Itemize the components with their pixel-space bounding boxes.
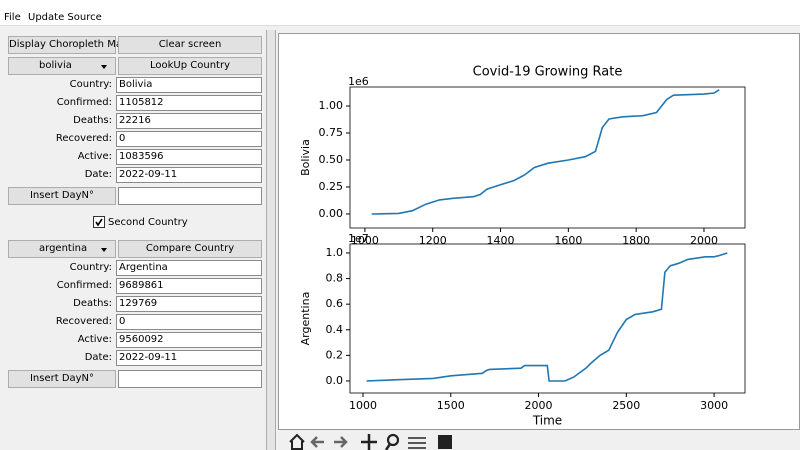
text-entry[interactable]: 2022-09-11 — [116, 350, 262, 366]
text-entry[interactable]: Bolivia — [116, 77, 262, 93]
checkbox-label[interactable]: Second Country — [108, 217, 188, 228]
splitter[interactable] — [266, 30, 276, 450]
field-label: Confirmed: — [56, 97, 112, 108]
field-label: Recovered: — [55, 316, 112, 327]
plot-area — [278, 33, 800, 430]
text-entry[interactable]: 2022-09-11 — [116, 167, 262, 183]
text-entry[interactable]: 1105812 — [116, 95, 262, 111]
text-entry[interactable] — [118, 187, 262, 205]
text-entry[interactable]: 9689861 — [116, 278, 262, 294]
text-entry[interactable]: 22216 — [116, 113, 262, 129]
button[interactable]: Display Choropleth Map — [8, 36, 128, 54]
text-entry[interactable]: Argentina — [116, 260, 262, 276]
check-mark — [95, 218, 103, 227]
dropdown[interactable]: bolivia — [8, 57, 116, 75]
field-label: Date: — [84, 352, 112, 363]
dropdown-arrow — [101, 248, 107, 252]
forward-icon[interactable] — [334, 436, 348, 448]
save-icon[interactable] — [438, 435, 452, 449]
toolbar — [289, 433, 452, 450]
text-entry[interactable]: 0 — [116, 314, 262, 330]
menu-bar — [0, 9, 800, 26]
button[interactable]: Insert DayN° — [8, 370, 116, 388]
button[interactable]: Insert DayN° — [8, 187, 116, 205]
text-entry[interactable]: 129769 — [116, 296, 262, 312]
title-bar — [0, 0, 800, 9]
zoom-icon[interactable] — [384, 433, 400, 450]
text-entry[interactable]: 1083596 — [116, 149, 262, 165]
text-entry[interactable]: 0 — [116, 131, 262, 147]
menu-item[interactable]: File — [4, 12, 21, 23]
field-label: Deaths: — [73, 298, 112, 309]
dropdown-arrow — [101, 65, 107, 69]
field-label: Deaths: — [73, 115, 112, 126]
field-label: Active: — [77, 334, 112, 345]
button[interactable]: LookUp Country — [118, 57, 262, 75]
field-label: Date: — [84, 169, 112, 180]
configure-icon[interactable] — [408, 437, 426, 449]
field-label: Active: — [77, 151, 112, 162]
field-label: Country: — [69, 262, 112, 273]
menu-item[interactable]: Update Source — [28, 12, 102, 23]
field-label: Country: — [69, 79, 112, 90]
pan-icon[interactable] — [361, 434, 377, 450]
button[interactable]: Compare Country — [118, 240, 262, 258]
text-entry[interactable]: 9560092 — [116, 332, 262, 348]
checkbox[interactable] — [93, 216, 105, 228]
button[interactable]: Clear screen — [118, 36, 262, 54]
home-icon[interactable] — [289, 433, 305, 450]
text-entry[interactable] — [118, 370, 262, 388]
field-label: Recovered: — [55, 133, 112, 144]
dropdown[interactable]: argentina — [8, 240, 116, 258]
field-label: Confirmed: — [56, 280, 112, 291]
back-icon[interactable] — [310, 436, 324, 448]
